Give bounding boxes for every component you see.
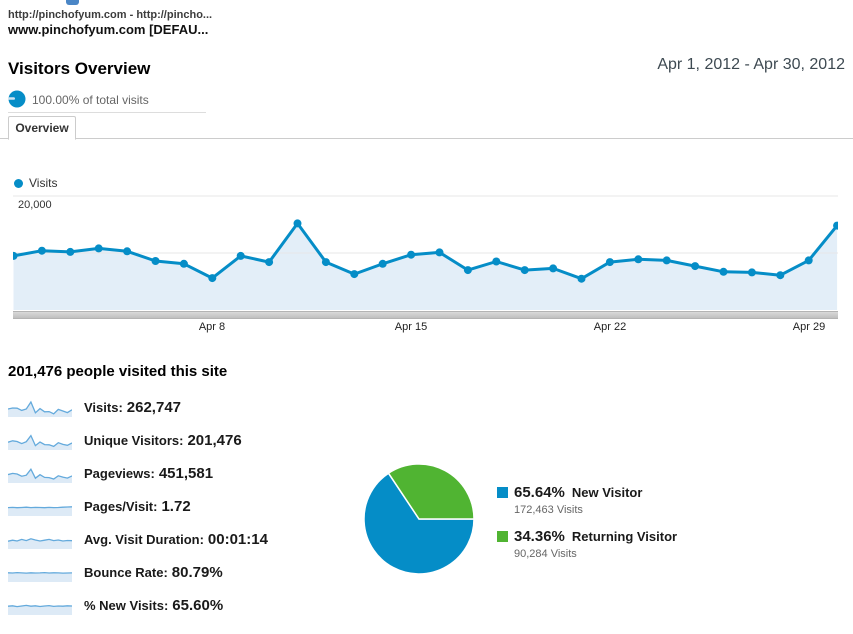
bounce-rate-sparkline: [8, 571, 72, 582]
metric-value: 451,581: [158, 464, 214, 482]
metric-row-pages-per-visit: Pages/Visit: 1.72: [8, 496, 348, 516]
visits-sparkline: [8, 400, 72, 417]
metric-label: Visits:: [84, 399, 123, 415]
pages-per-visit-sparkline: [8, 505, 72, 516]
metrics-list: Visits: 262,747 Unique Visitors: 201,476…: [8, 397, 348, 628]
metric-value: 1.72: [161, 497, 191, 515]
metric-row-bounce-rate: Bounce Rate: 80.79%: [8, 562, 348, 582]
y-axis-label-20000: 20,000: [18, 199, 52, 211]
chart-scrollbar[interactable]: [13, 311, 838, 319]
pageviews-sparkline: [8, 467, 72, 483]
returning-visitor-swatch-icon: [497, 531, 508, 542]
date-range-selector[interactable]: Apr 1, 2012 - Apr 30, 2012: [657, 56, 845, 73]
new-visitor-swatch-icon: [497, 487, 508, 498]
metric-row-avg-visit-duration: Avg. Visit Duration: 00:01:14: [8, 529, 348, 549]
x-axis-label-apr22: Apr 22: [593, 321, 627, 333]
metric-label: Unique Visitors:: [84, 432, 184, 448]
metric-value: 00:01:14: [207, 530, 268, 548]
tab-overview[interactable]: Overview: [8, 116, 76, 140]
returning-visitor-pct: 34.36%: [514, 528, 565, 545]
account-breadcrumb[interactable]: http://pinchofyum.com - http://pincho...: [8, 9, 213, 21]
returning-visitor-label: Returning Visitor: [571, 529, 678, 544]
metric-value: 65.60%: [172, 596, 224, 614]
visitors-pie-chart[interactable]: [359, 459, 479, 579]
metric-label: Bounce Rate:: [84, 564, 168, 580]
segment-label: 100.00% of total visits: [32, 93, 149, 107]
metric-row-visits: Visits: 262,747: [8, 397, 348, 417]
metric-value: 262,747: [126, 398, 182, 416]
metric-label: Avg. Visit Duration:: [84, 531, 204, 547]
returning-visitor-visits: 90,284 Visits: [514, 548, 577, 560]
metric-label: % New Visits:: [84, 597, 169, 613]
pie-legend-new-visitor: 65.64% New Visitor 172,463 Visits: [497, 484, 642, 516]
x-axis-label-apr29: Apr 29: [792, 321, 826, 333]
chart-legend: Visits: [14, 176, 57, 190]
cropped-logo: [66, 0, 79, 5]
visits-legend-label: Visits: [29, 176, 58, 190]
avg-visit-duration-sparkline: [8, 537, 72, 549]
visits-chart[interactable]: [13, 195, 838, 311]
profile-breadcrumb[interactable]: www.pinchofyum.com [DEFAU...: [8, 22, 209, 37]
pct-new-visits-sparkline: [8, 604, 72, 615]
metric-label: Pageviews:: [84, 465, 155, 481]
metric-label: Pages/Visit:: [84, 498, 158, 514]
metric-row-unique-visitors: Unique Visitors: 201,476: [8, 430, 348, 450]
x-axis-label-apr8: Apr 8: [198, 321, 226, 333]
segment-pie-icon[interactable]: [8, 90, 26, 108]
metric-row-pct-new-visits: % New Visits: 65.60%: [8, 595, 348, 615]
tab-bar-border: [0, 138, 853, 139]
new-visitor-pct: 65.64%: [514, 484, 565, 501]
new-visitor-label: New Visitor: [571, 485, 643, 500]
metric-value: 201,476: [187, 431, 242, 449]
new-visitor-visits: 172,463 Visits: [514, 504, 583, 516]
visitors-headline: 201,476 people visited this site: [8, 363, 228, 380]
page-title: Visitors Overview: [8, 59, 151, 78]
metric-value: 80.79%: [171, 563, 223, 581]
metric-row-pageviews: Pageviews: 451,581: [8, 463, 348, 483]
pie-legend-returning-visitor: 34.36% Returning Visitor 90,284 Visits: [497, 528, 677, 560]
segment-divider: [8, 112, 206, 113]
unique-visitors-sparkline: [8, 433, 72, 450]
visits-legend-dot-icon: [14, 178, 23, 188]
x-axis-label-apr15: Apr 15: [394, 321, 428, 333]
